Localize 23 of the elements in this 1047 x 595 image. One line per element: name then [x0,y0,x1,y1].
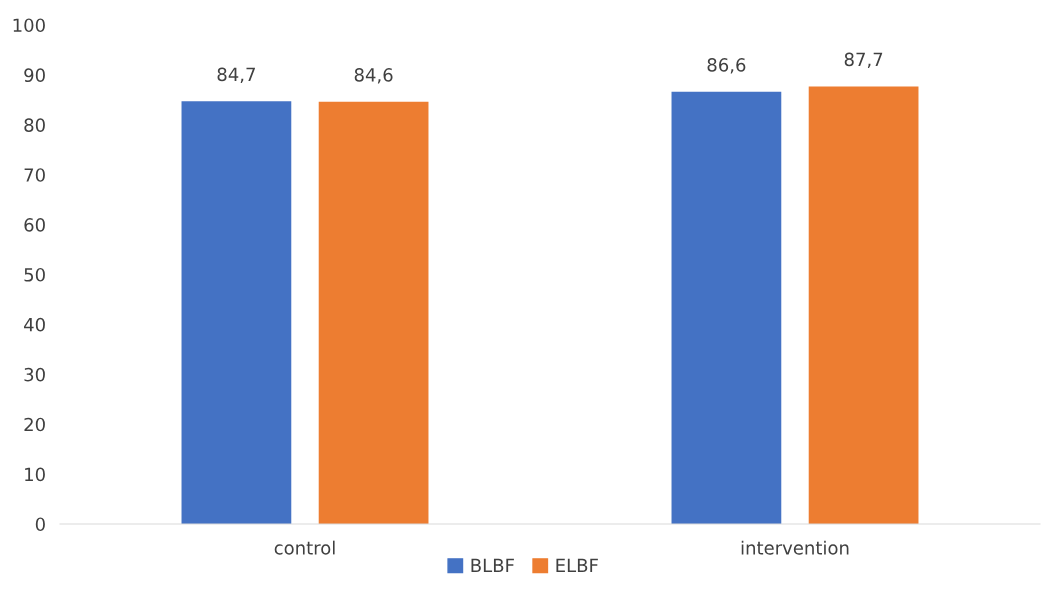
y-tick-label: 50 [24,267,45,282]
y-tick-label: 80 [24,118,45,132]
legend-label: BLBF [471,558,514,573]
x-tick-label: control [274,540,335,555]
y-tick-label: 90 [24,68,45,83]
y-tick-label: 0 [35,517,45,532]
bar [318,101,429,524]
data-label: 87,7 [844,52,883,69]
y-tick-label: 70 [24,168,45,182]
legend-label: ELBF [556,558,598,573]
y-tick-label: 40 [24,317,45,332]
y-tick-label: 20 [24,417,45,432]
y-tick-label: 30 [24,367,45,382]
y-tick-label: 60 [24,218,45,232]
data-label: 84,7 [217,67,255,84]
x-tick-label: intervention [741,540,849,555]
y-tick-label: 10 [25,467,45,482]
data-label: 84,6 [354,68,393,84]
bar [808,86,919,524]
bar [671,91,782,524]
data-label: 86,6 [707,58,746,74]
bar [181,101,292,524]
y-tick-label: 100 [13,18,45,33]
